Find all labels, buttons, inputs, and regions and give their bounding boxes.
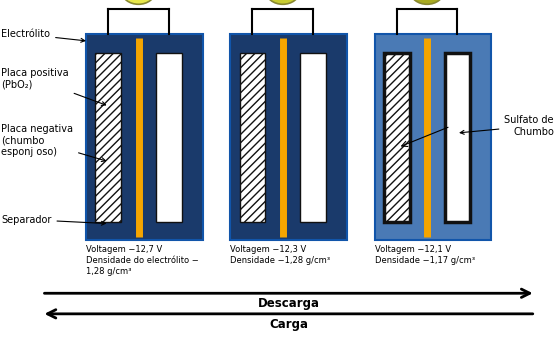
Bar bbox=[156, 53, 181, 222]
Text: Separador: Separador bbox=[1, 214, 105, 225]
Bar bbox=[384, 53, 410, 222]
Bar bbox=[230, 34, 347, 240]
Text: Voltagem −12,1 V
Densidade −1,17 g/cm³: Voltagem −12,1 V Densidade −1,17 g/cm³ bbox=[375, 245, 475, 265]
Bar bbox=[95, 53, 121, 222]
Bar bbox=[86, 34, 203, 240]
Text: Descarga: Descarga bbox=[258, 297, 320, 310]
Text: Carga: Carga bbox=[269, 318, 308, 331]
Text: Placa negativa
(chumbo
esponj oso): Placa negativa (chumbo esponj oso) bbox=[1, 124, 105, 162]
Bar bbox=[300, 53, 326, 222]
Text: Voltagem −12,7 V
Densidade do electrólito −
1,28 g/cm³: Voltagem −12,7 V Densidade do electrólit… bbox=[86, 245, 199, 276]
Bar bbox=[240, 53, 265, 222]
Text: Placa positiva
(PbO₂): Placa positiva (PbO₂) bbox=[1, 68, 105, 105]
Ellipse shape bbox=[266, 0, 300, 4]
Bar bbox=[445, 53, 470, 222]
Ellipse shape bbox=[122, 0, 155, 4]
Bar bbox=[375, 34, 491, 240]
Text: Electrólito: Electrólito bbox=[1, 29, 85, 42]
Text: Voltagem −12,3 V
Densidade −1,28 g/cm³: Voltagem −12,3 V Densidade −1,28 g/cm³ bbox=[230, 245, 330, 265]
Text: Sulfato de
Chumbo: Sulfato de Chumbo bbox=[460, 116, 554, 137]
Ellipse shape bbox=[411, 0, 444, 4]
